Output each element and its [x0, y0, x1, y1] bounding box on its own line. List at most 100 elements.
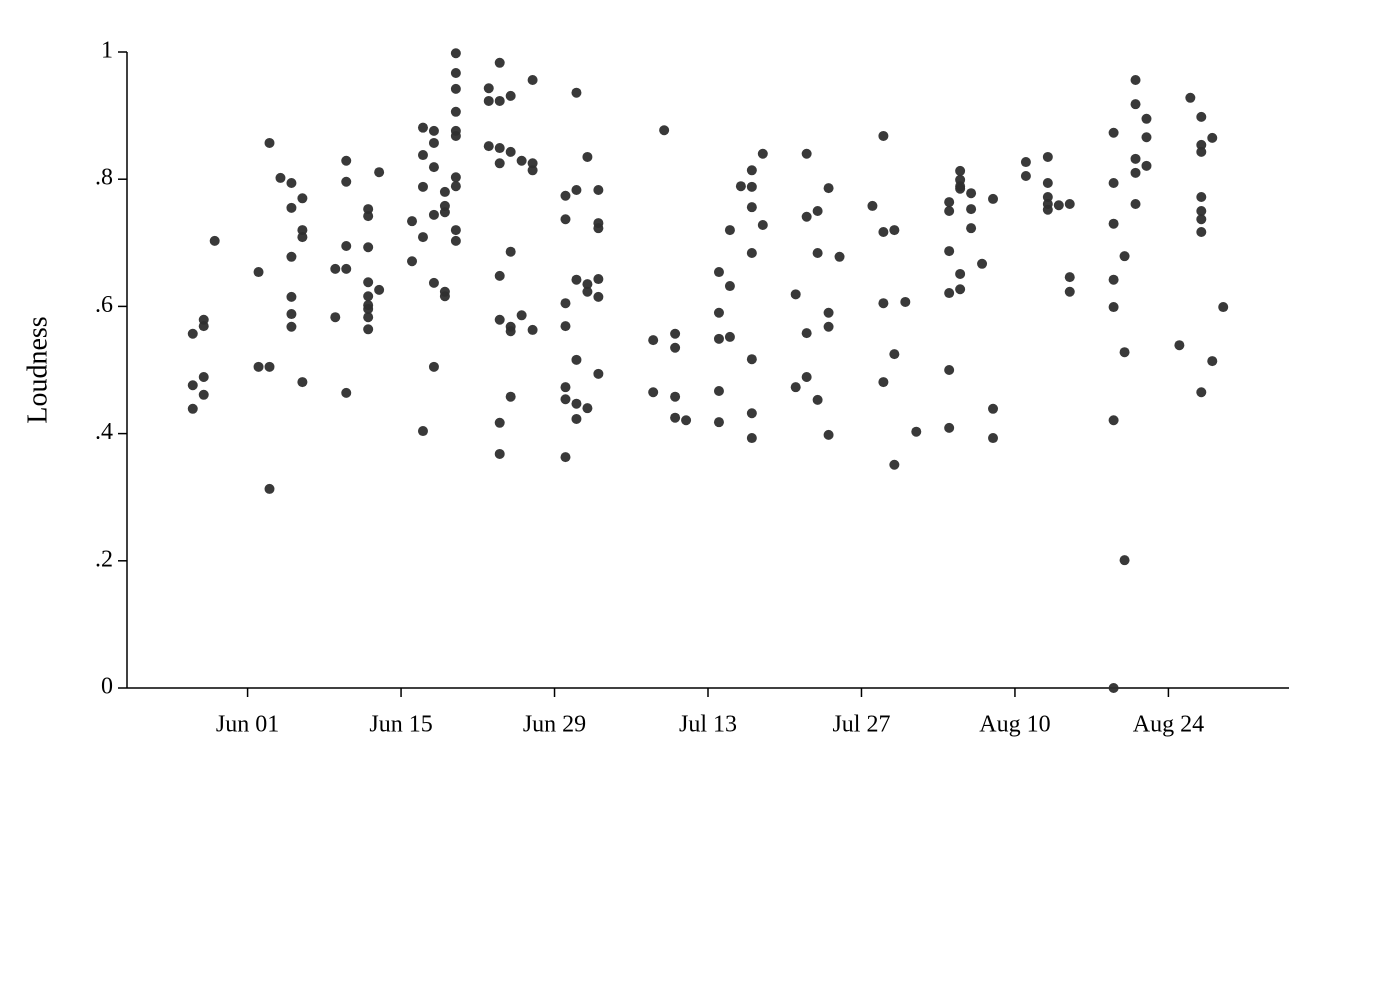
point — [187, 328, 198, 339]
point — [648, 387, 659, 398]
point — [341, 155, 352, 166]
point — [505, 146, 516, 157]
point — [1042, 204, 1053, 215]
point — [417, 150, 428, 161]
point — [801, 328, 812, 339]
point — [1196, 226, 1207, 237]
point — [253, 267, 264, 278]
point — [1130, 99, 1141, 110]
point — [560, 452, 571, 463]
point — [955, 183, 966, 194]
point — [363, 324, 374, 335]
x-tick-label: Jun 01 — [216, 712, 279, 738]
point — [746, 202, 757, 213]
point — [209, 235, 220, 246]
point — [1196, 206, 1207, 216]
point — [505, 326, 516, 337]
point — [363, 211, 374, 222]
point — [187, 380, 198, 391]
point — [505, 391, 516, 402]
point — [1108, 302, 1119, 313]
point — [1130, 153, 1141, 164]
point — [670, 328, 681, 339]
point — [407, 256, 418, 267]
point — [823, 429, 834, 440]
point — [911, 426, 922, 437]
point — [363, 303, 374, 314]
point — [297, 377, 308, 388]
point — [867, 200, 878, 211]
y-tick-label: 1 — [101, 38, 113, 64]
point — [966, 188, 977, 199]
point — [341, 263, 352, 274]
point — [516, 155, 527, 166]
point — [363, 204, 374, 215]
point — [713, 385, 724, 396]
point — [527, 324, 538, 335]
point — [1064, 272, 1075, 283]
point — [746, 354, 757, 365]
point — [571, 185, 582, 196]
point — [1130, 199, 1141, 210]
point — [955, 284, 966, 295]
point — [801, 371, 812, 382]
point — [374, 167, 385, 178]
point — [286, 321, 297, 332]
point — [297, 225, 308, 236]
point — [450, 106, 461, 117]
point — [1196, 214, 1207, 225]
point — [593, 223, 604, 234]
point — [713, 417, 724, 428]
point — [505, 90, 516, 101]
point — [1119, 347, 1130, 358]
point — [428, 361, 439, 372]
point — [1119, 251, 1130, 262]
point — [988, 403, 999, 414]
point — [670, 412, 681, 423]
point — [428, 277, 439, 288]
point — [571, 87, 582, 98]
point — [1064, 199, 1075, 210]
point — [516, 310, 527, 321]
point — [944, 206, 955, 216]
point — [264, 361, 275, 372]
point — [560, 190, 571, 201]
point — [889, 349, 900, 360]
point — [417, 232, 428, 243]
point — [724, 281, 735, 292]
point — [187, 403, 198, 414]
point — [560, 214, 571, 225]
point — [264, 483, 275, 494]
point — [450, 67, 461, 78]
point — [363, 291, 374, 302]
x-tick-label: Aug 24 — [1133, 712, 1204, 738]
point — [1196, 192, 1207, 203]
point — [1108, 127, 1119, 138]
point — [812, 206, 823, 216]
point — [286, 291, 297, 302]
point — [286, 309, 297, 320]
point — [823, 321, 834, 332]
point — [1108, 274, 1119, 285]
y-tick-label: .2 — [95, 546, 113, 572]
point — [790, 382, 801, 393]
point — [363, 242, 374, 253]
point — [330, 312, 341, 323]
point — [757, 219, 768, 230]
point — [681, 415, 692, 426]
point — [494, 448, 505, 459]
point — [955, 268, 966, 279]
x-tick-label: Jun 15 — [369, 712, 432, 738]
point — [428, 162, 439, 173]
point — [966, 223, 977, 234]
point — [593, 185, 604, 196]
point — [812, 247, 823, 258]
point — [330, 263, 341, 274]
point — [746, 408, 757, 419]
point — [428, 125, 439, 136]
point — [439, 186, 450, 197]
point — [363, 277, 374, 288]
point — [527, 165, 538, 176]
point — [494, 95, 505, 106]
point — [560, 394, 571, 405]
